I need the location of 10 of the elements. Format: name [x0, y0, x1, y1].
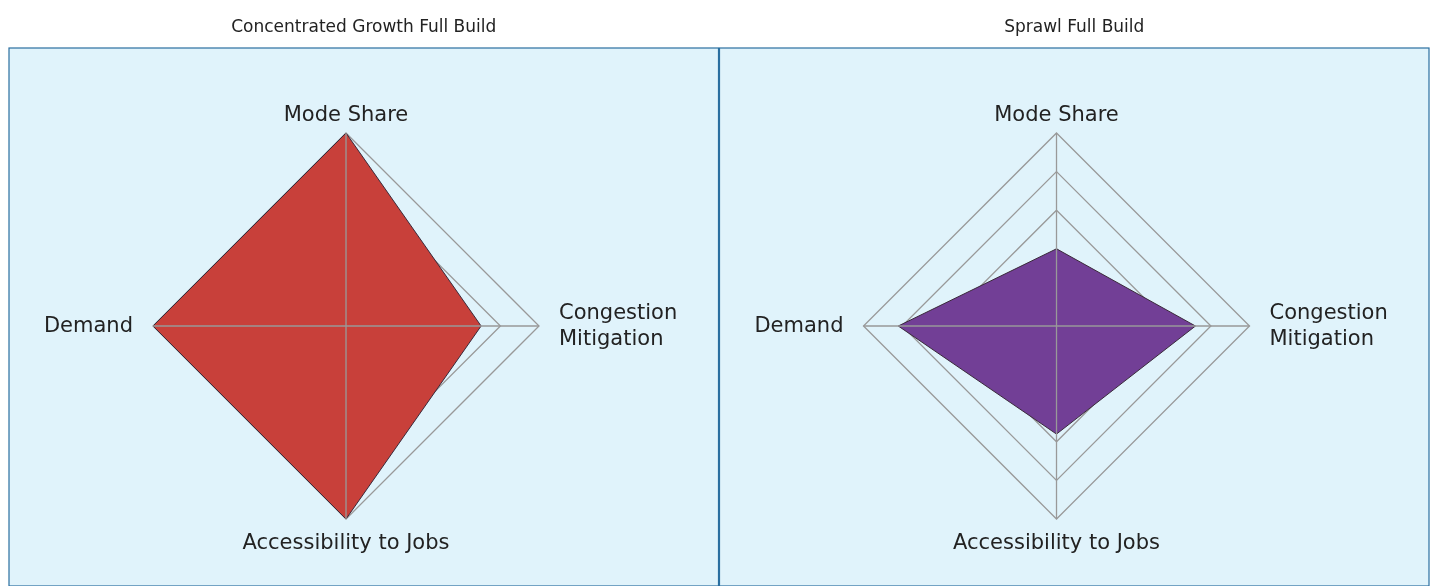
spoke-label: Demand — [754, 313, 844, 337]
spoke-label: Mode Share — [283, 102, 409, 126]
spoke-label: Congestion Mitigation — [1269, 300, 1388, 350]
spoke-label: Accessibility to Jobs — [953, 530, 1160, 554]
spoke-label: Mode Share — [994, 102, 1119, 126]
chart-title: Sprawl Full Build — [1004, 16, 1145, 36]
chart-title: Concentrated Growth Full Build — [231, 16, 497, 36]
spoke-label: Congestion Mitigation — [559, 300, 678, 350]
spoke-label: Demand — [43, 313, 134, 337]
spoke-label: Accessibility to Jobs — [242, 530, 450, 554]
